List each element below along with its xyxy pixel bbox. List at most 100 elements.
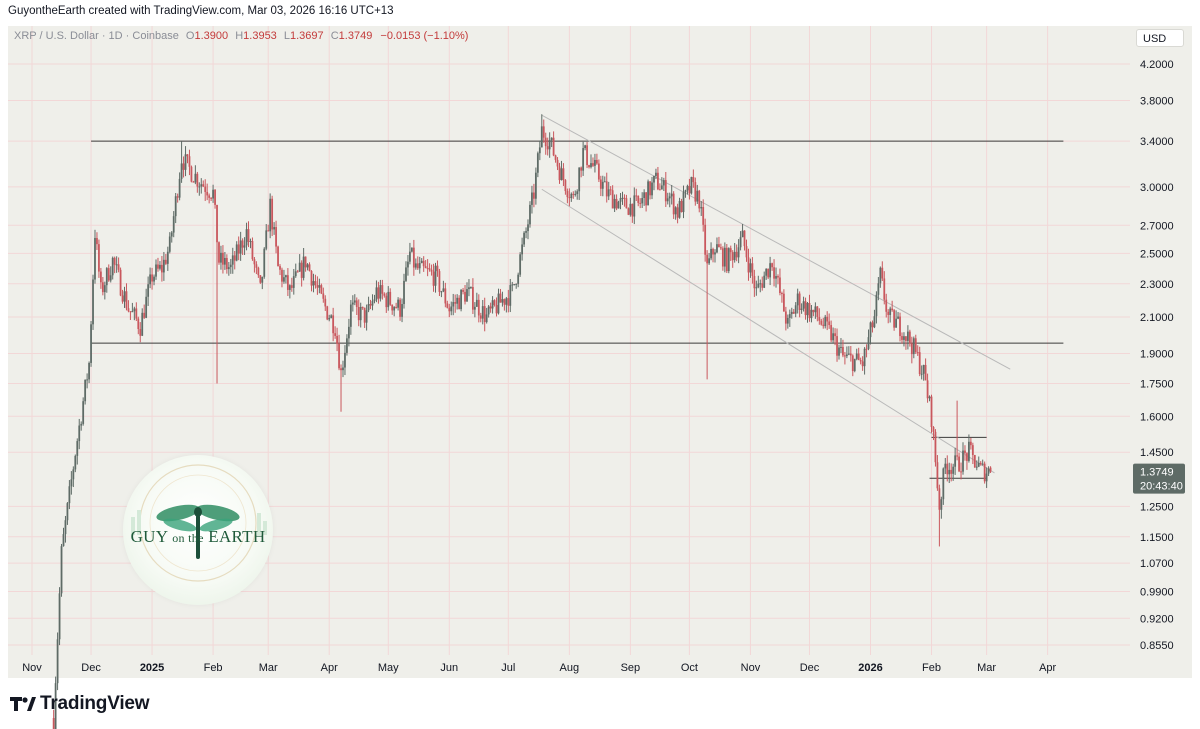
candle bbox=[509, 278, 512, 313]
candle bbox=[479, 312, 482, 323]
candle-body bbox=[491, 300, 494, 309]
candle bbox=[505, 296, 508, 313]
candle-body bbox=[62, 534, 65, 547]
candle-body bbox=[519, 254, 522, 275]
logo-word-on-the: on the bbox=[172, 531, 204, 545]
guy-on-the-earth-logo: GUY on the EARTH bbox=[123, 455, 273, 605]
candle bbox=[334, 326, 337, 339]
candle bbox=[643, 189, 646, 206]
candle bbox=[741, 224, 744, 238]
candle-body bbox=[450, 306, 453, 312]
candle-body bbox=[265, 230, 268, 249]
candle bbox=[401, 298, 403, 323]
candle bbox=[544, 132, 547, 155]
candle bbox=[840, 338, 842, 354]
candle bbox=[556, 157, 559, 171]
candle bbox=[403, 273, 405, 309]
candle bbox=[739, 231, 742, 251]
currency-selector[interactable]: USD bbox=[1136, 29, 1184, 47]
candle-body bbox=[739, 237, 742, 248]
candle-body bbox=[460, 289, 462, 310]
current-price-label: 1.3749 bbox=[1140, 467, 1174, 479]
candle-body bbox=[344, 352, 346, 368]
candle bbox=[513, 284, 516, 286]
candle-body bbox=[714, 252, 716, 255]
candle-body bbox=[387, 291, 390, 308]
candle bbox=[781, 291, 783, 303]
candle bbox=[184, 146, 187, 177]
candle bbox=[214, 189, 216, 209]
tradingview-wordmark: TradingView bbox=[40, 693, 150, 714]
candle bbox=[529, 201, 531, 228]
candle-body bbox=[977, 462, 980, 467]
candle bbox=[399, 297, 401, 321]
candle-body bbox=[503, 299, 506, 305]
candle bbox=[424, 260, 427, 269]
bar-countdown-label: 20:43:40 bbox=[1140, 481, 1183, 493]
candle bbox=[501, 291, 504, 307]
candle-body bbox=[712, 248, 714, 255]
candle bbox=[127, 300, 130, 313]
candle-body bbox=[678, 201, 681, 218]
candle bbox=[769, 256, 772, 286]
candle-body bbox=[304, 256, 307, 268]
candle bbox=[387, 286, 390, 311]
candle-body bbox=[409, 251, 411, 262]
candle bbox=[660, 177, 663, 190]
candle bbox=[525, 227, 527, 239]
candle bbox=[869, 321, 872, 345]
candle bbox=[975, 460, 978, 471]
candle-body bbox=[873, 316, 876, 328]
symbol-name[interactable]: XRP / U.S. Dollar · 1D · Coinbase bbox=[14, 30, 179, 42]
candle-body bbox=[405, 267, 407, 281]
candle bbox=[414, 258, 417, 270]
candle-body bbox=[946, 463, 949, 475]
candle bbox=[629, 197, 632, 217]
candle-body bbox=[147, 284, 150, 297]
candle bbox=[818, 308, 821, 325]
candle bbox=[363, 307, 366, 328]
candle-body bbox=[568, 197, 571, 199]
close-key: C bbox=[330, 30, 339, 42]
candle bbox=[590, 154, 592, 169]
candle bbox=[844, 351, 846, 365]
candle bbox=[393, 306, 396, 317]
candle-body bbox=[456, 297, 459, 304]
candle bbox=[80, 421, 83, 431]
candle-body bbox=[670, 193, 673, 197]
candle bbox=[759, 279, 762, 293]
candle-body bbox=[505, 298, 508, 305]
candle bbox=[436, 260, 439, 277]
candle-body bbox=[660, 185, 663, 190]
candle-body bbox=[515, 283, 518, 285]
candle bbox=[550, 137, 553, 148]
candle-body bbox=[269, 198, 272, 232]
candle bbox=[881, 261, 884, 282]
candle-body bbox=[403, 280, 405, 305]
candle bbox=[727, 247, 730, 274]
high-value: 1.3953 bbox=[243, 30, 277, 42]
candle-body bbox=[507, 298, 510, 306]
candle-body bbox=[922, 364, 925, 374]
candle bbox=[70, 471, 73, 495]
price-axis-label: 1.6000 bbox=[1140, 411, 1174, 423]
candle bbox=[385, 292, 388, 313]
candle-body bbox=[80, 423, 83, 426]
candle bbox=[527, 219, 529, 240]
tradingview-logo[interactable]: TradingView bbox=[10, 693, 150, 715]
candle bbox=[773, 259, 775, 287]
candle bbox=[259, 275, 262, 284]
candle-body bbox=[377, 287, 380, 299]
candle bbox=[326, 305, 329, 321]
candle bbox=[960, 462, 962, 480]
candle-body bbox=[186, 154, 189, 157]
candle bbox=[645, 191, 648, 212]
candle bbox=[98, 239, 100, 278]
candle bbox=[200, 178, 203, 194]
candle-body bbox=[127, 308, 130, 312]
price-axis-label: 1.2500 bbox=[1140, 501, 1174, 513]
candle bbox=[377, 281, 380, 304]
candle-body bbox=[621, 197, 624, 199]
candle bbox=[349, 300, 352, 335]
candle-body bbox=[560, 168, 563, 181]
